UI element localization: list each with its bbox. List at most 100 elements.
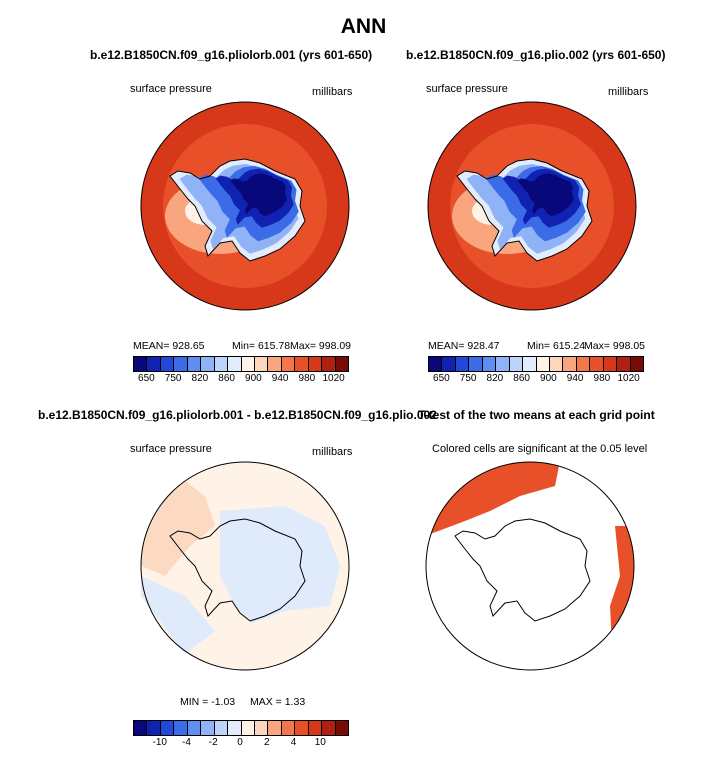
colorbar-swatch bbox=[603, 357, 618, 371]
colorbar-swatch bbox=[617, 357, 631, 371]
colorbar-tick-label: 900 bbox=[540, 373, 557, 384]
colorbar-swatch bbox=[241, 357, 255, 371]
colorbar-tick-label: 0 bbox=[237, 737, 243, 748]
colorbar-tick-label: 750 bbox=[459, 373, 477, 384]
colorbar-tick-label: -2 bbox=[208, 737, 218, 748]
colorbar-swatch bbox=[509, 357, 524, 371]
panel2-mean: MEAN= 928.47 bbox=[428, 340, 500, 352]
colorbar-swatch bbox=[630, 357, 643, 371]
colorbar-tick-label: 1020 bbox=[617, 373, 640, 384]
figure-title: ANN bbox=[340, 15, 387, 38]
panel1-polar-map bbox=[140, 101, 350, 311]
colorbar-swatch bbox=[268, 357, 282, 371]
colorbar-swatch bbox=[335, 721, 348, 735]
colorbar-tick-label: 980 bbox=[593, 373, 611, 384]
colorbar-swatch bbox=[576, 357, 591, 371]
panel3-max: MAX = 1.33 bbox=[250, 696, 306, 708]
panel1-min: Min= 615.78 bbox=[232, 340, 291, 352]
colorbar-swatch bbox=[187, 721, 202, 735]
colorbar-swatch bbox=[295, 357, 309, 371]
colorbar-swatch bbox=[455, 357, 470, 371]
panel2-variable-label: surface pressure bbox=[426, 83, 508, 95]
colorbar-tick-label: 650 bbox=[433, 373, 450, 384]
colorbar-tick-label: 10 bbox=[314, 737, 326, 748]
panel1-colorbar-ticks: 650 750 820 860 900 940 980 1020 bbox=[133, 373, 347, 387]
colorbar-tick-label: 900 bbox=[245, 373, 262, 384]
panel3-colorbar bbox=[133, 720, 349, 736]
colorbar-tick-label: 650 bbox=[138, 373, 155, 384]
panel1-variable-label: surface pressure bbox=[130, 83, 212, 95]
colorbar-swatch bbox=[147, 357, 161, 371]
panel3-colorbar-ticks: -10 -4 -2 0 2 4 10 bbox=[133, 737, 347, 751]
colorbar-swatch bbox=[308, 721, 323, 735]
colorbar-tick-label: 940 bbox=[271, 373, 289, 384]
colorbar-swatch bbox=[254, 721, 269, 735]
colorbar-swatch bbox=[335, 357, 348, 371]
panel4-title: T-test of the two means at each grid poi… bbox=[418, 408, 655, 422]
panel2-max: Max= 998.05 bbox=[584, 340, 646, 352]
panel1-colorbar bbox=[133, 356, 349, 372]
panel2-min: Min= 615.24 bbox=[527, 340, 586, 352]
colorbar-swatch bbox=[295, 721, 309, 735]
colorbar-swatch bbox=[201, 721, 215, 735]
panel1-title: b.e12.B1850CN.f09_g16.pliolorb.001 (yrs … bbox=[90, 48, 373, 62]
colorbar-swatch bbox=[201, 357, 215, 371]
colorbar-swatch bbox=[214, 357, 229, 371]
colorbar-swatch bbox=[241, 721, 255, 735]
panel2-colorbar bbox=[428, 356, 644, 372]
panel2-title: b.e12.B1850CN.f09_g16.plio.002 (yrs 601-… bbox=[406, 48, 666, 62]
colorbar-swatch bbox=[281, 357, 296, 371]
panel4-polar-map bbox=[425, 461, 635, 671]
colorbar-swatch bbox=[228, 357, 242, 371]
colorbar-tick-label: -10 bbox=[152, 737, 167, 748]
panel3-min: MIN = -1.03 bbox=[180, 696, 236, 708]
panel2-colorbar-ticks: 650 750 820 860 900 940 980 1020 bbox=[428, 373, 642, 387]
colorbar-tick-label: 2 bbox=[263, 737, 270, 748]
colorbar-tick-label: 980 bbox=[298, 373, 316, 384]
colorbar-swatch bbox=[536, 357, 550, 371]
colorbar-swatch bbox=[214, 721, 229, 735]
panel1-max: Max= 998.09 bbox=[290, 340, 352, 352]
colorbar-tick-label: 860 bbox=[513, 373, 530, 384]
colorbar-tick-label: 750 bbox=[164, 373, 182, 384]
colorbar-tick-label: 1020 bbox=[322, 373, 345, 384]
colorbar-swatch bbox=[549, 357, 564, 371]
panel2-units-label: millibars bbox=[608, 86, 649, 98]
colorbar-tick-label: 860 bbox=[218, 373, 235, 384]
colorbar-swatch bbox=[160, 721, 175, 735]
colorbar-swatch bbox=[469, 357, 483, 371]
colorbar-swatch bbox=[254, 357, 269, 371]
panel3-polar-map bbox=[140, 461, 350, 671]
colorbar-tick-label: 940 bbox=[566, 373, 584, 384]
colorbar-swatch bbox=[429, 357, 443, 371]
colorbar-swatch bbox=[268, 721, 282, 735]
panel2-polar-map bbox=[427, 101, 637, 311]
colorbar-swatch bbox=[590, 357, 604, 371]
colorbar-swatch bbox=[563, 357, 577, 371]
panel1-units-label: millibars bbox=[312, 86, 353, 98]
colorbar-tick-label: -4 bbox=[182, 737, 191, 748]
colorbar-swatch bbox=[308, 357, 323, 371]
colorbar-swatch bbox=[281, 721, 296, 735]
colorbar-swatch bbox=[496, 357, 510, 371]
colorbar-swatch bbox=[160, 357, 175, 371]
colorbar-tick-label: 820 bbox=[191, 373, 209, 384]
colorbar-swatch bbox=[174, 357, 188, 371]
colorbar-swatch bbox=[523, 357, 537, 371]
colorbar-swatch bbox=[322, 721, 336, 735]
panel3-title: b.e12.B1850CN.f09_g16.pliolorb.001 - b.e… bbox=[38, 408, 437, 422]
colorbar-swatch bbox=[187, 357, 202, 371]
colorbar-swatch bbox=[174, 721, 188, 735]
colorbar-swatch bbox=[134, 721, 148, 735]
colorbar-tick-label: 4 bbox=[290, 737, 297, 748]
colorbar-swatch bbox=[147, 721, 161, 735]
panel3-variable-label: surface pressure bbox=[130, 443, 212, 455]
colorbar-swatch bbox=[228, 721, 242, 735]
colorbar-swatch bbox=[442, 357, 456, 371]
colorbar-swatch bbox=[482, 357, 497, 371]
colorbar-swatch bbox=[322, 357, 336, 371]
panel3-units-label: millibars bbox=[312, 446, 353, 458]
panel1-mean: MEAN= 928.65 bbox=[133, 340, 205, 352]
colorbar-swatch bbox=[134, 357, 148, 371]
panel4-significance-label: Colored cells are significant at the 0.0… bbox=[432, 443, 648, 455]
